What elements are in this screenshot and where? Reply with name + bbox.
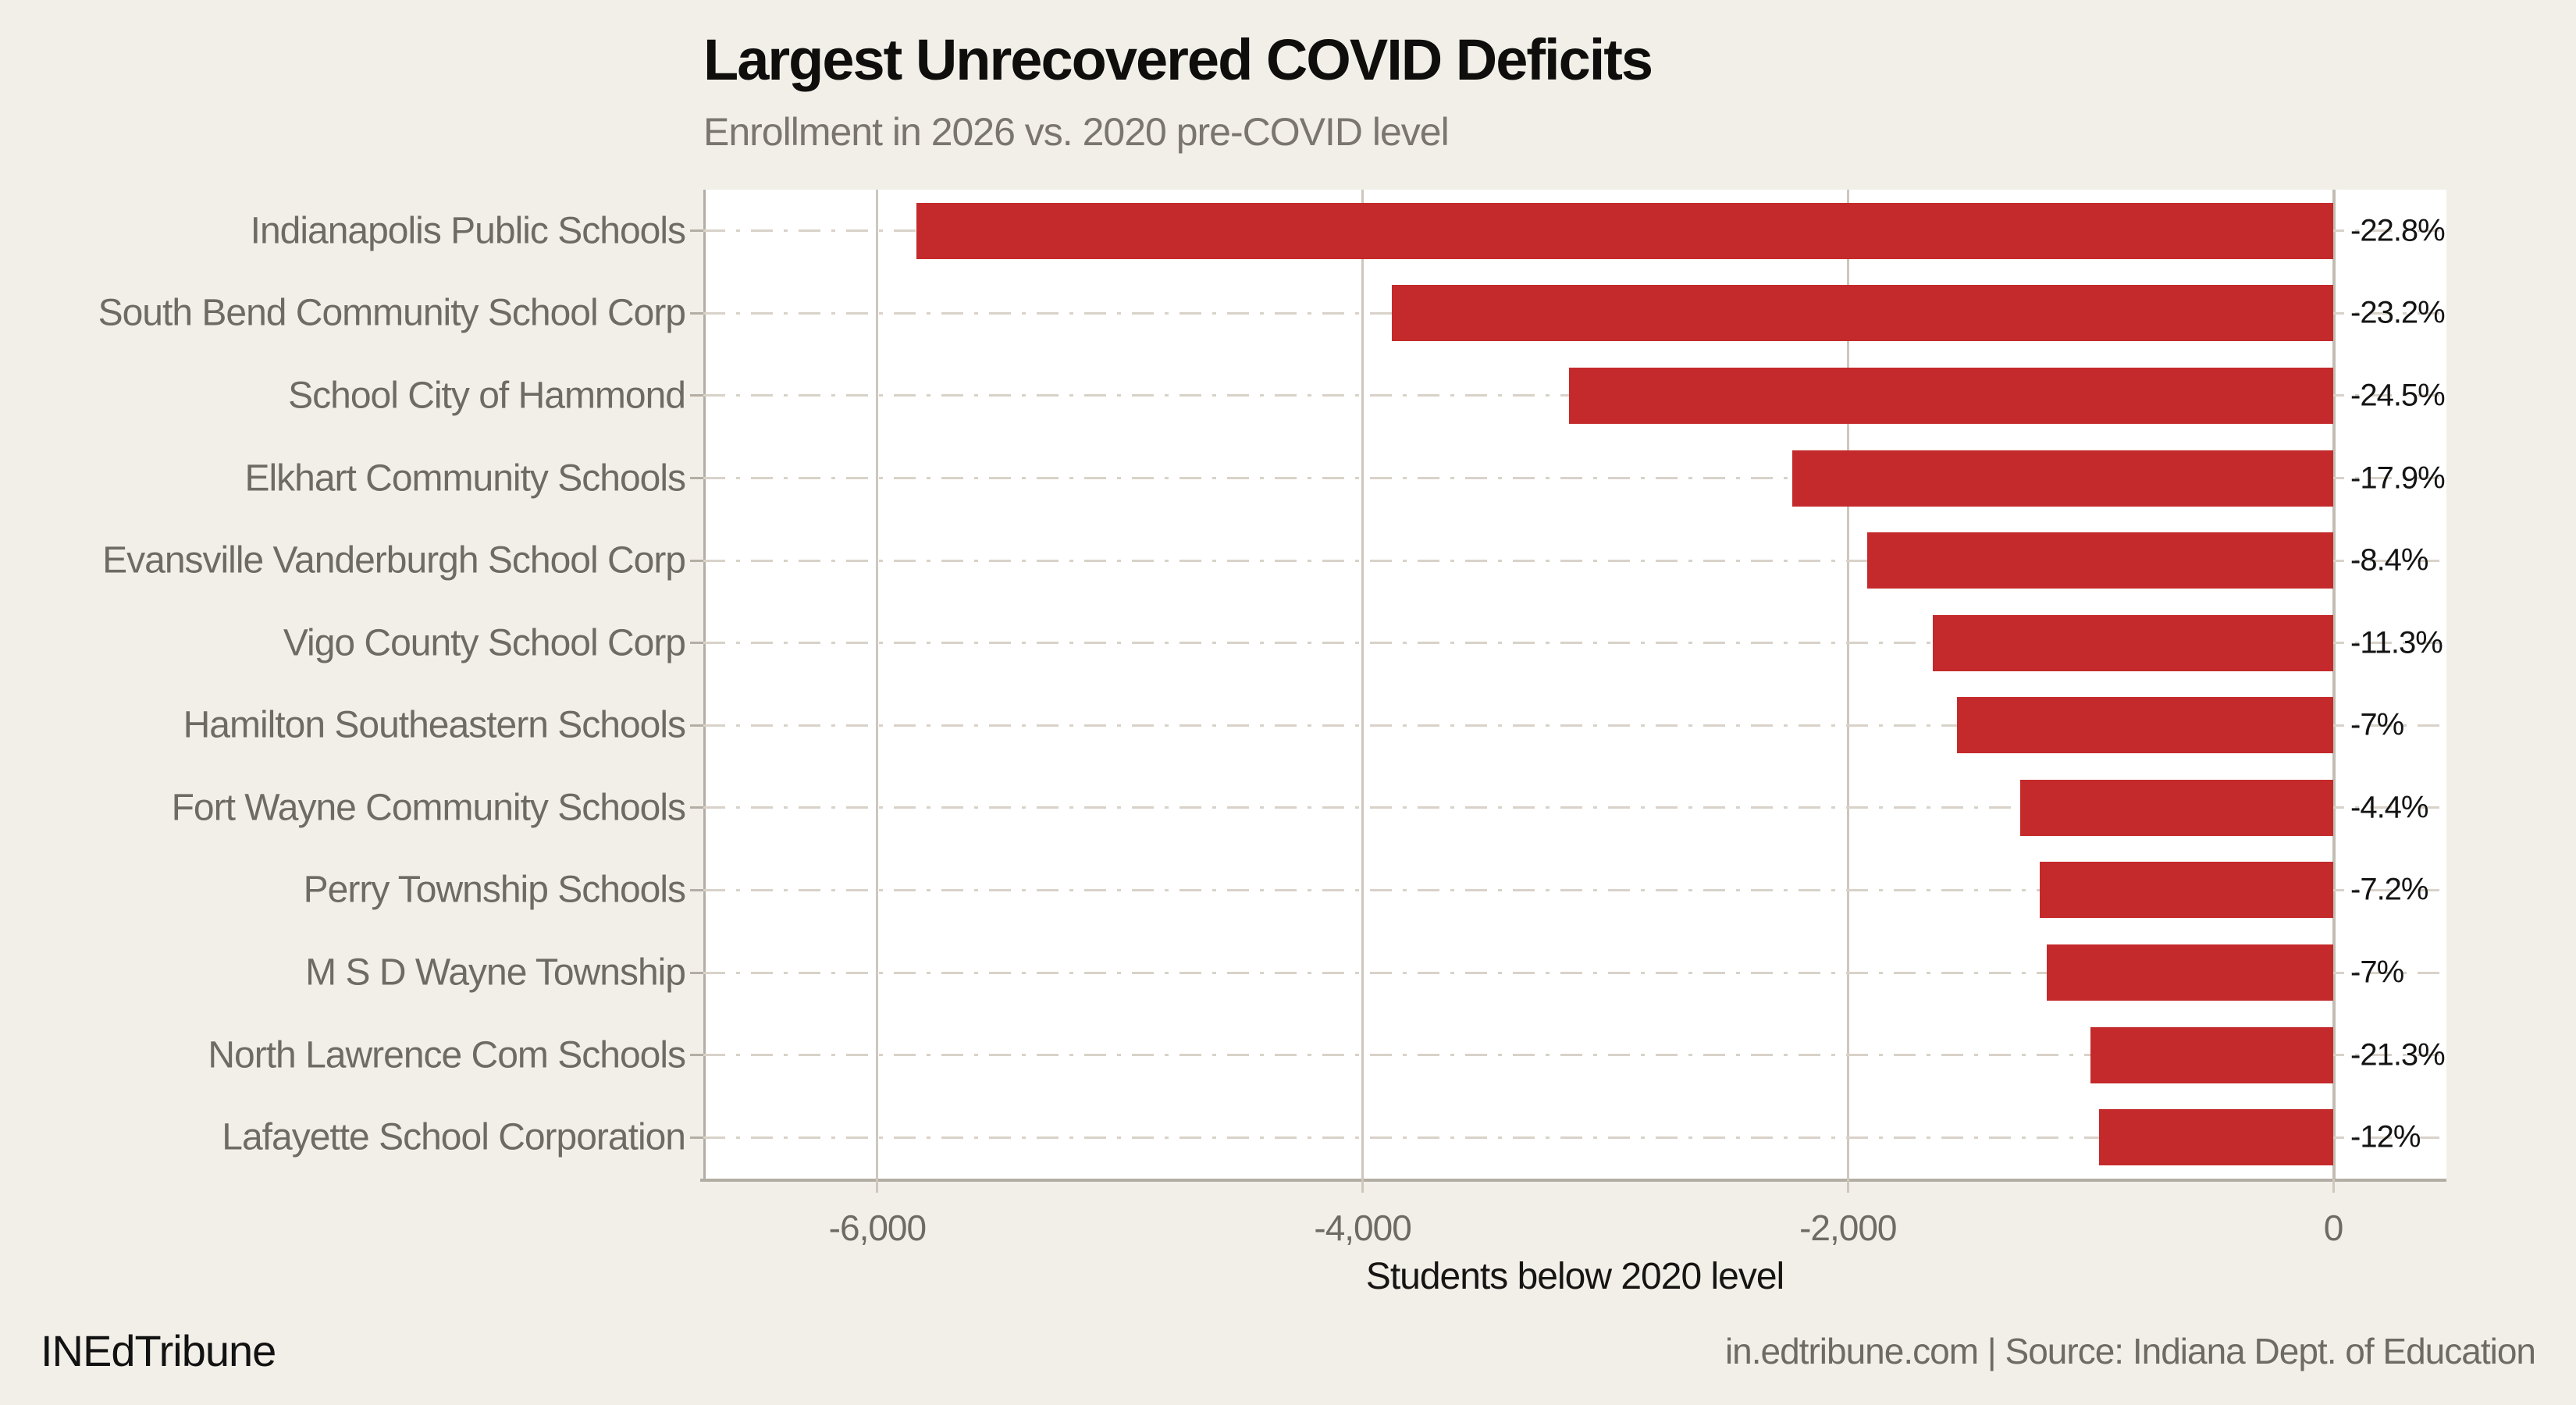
bar <box>1867 532 2333 589</box>
category-gridline <box>703 724 2446 727</box>
category-label: Elkhart Community Schools <box>244 457 686 500</box>
category-label: Fort Wayne Community Schools <box>171 787 686 829</box>
category-label: South Bend Community School Corp <box>98 292 686 334</box>
category-gridline <box>703 971 2446 974</box>
category-label: Vigo County School Corp <box>283 622 686 664</box>
bar <box>2099 1109 2333 1166</box>
bar <box>1791 450 2333 507</box>
category-label: North Lawrence Com Schools <box>208 1034 686 1076</box>
category-gridline <box>703 642 2446 645</box>
category-gridline <box>703 806 2446 809</box>
x-tick-label: -6,000 <box>828 1208 927 1248</box>
x-gridline <box>1361 190 1364 1179</box>
y-tick-mark <box>690 724 703 727</box>
category-axis-labels: Indianapolis Public Schools South Bend Co… <box>0 190 686 1179</box>
y-tick-mark <box>690 1054 703 1057</box>
y-axis-spine <box>703 190 706 1179</box>
y-tick-mark <box>690 477 703 480</box>
zero-gridline <box>2332 190 2336 1179</box>
category-label: Lafayette School Corporation <box>222 1116 686 1158</box>
bar-value-label: -12% <box>2350 1119 2421 1154</box>
category-gridline <box>703 1054 2446 1057</box>
y-tick-mark <box>690 806 703 809</box>
x-gridline <box>1846 190 1849 1179</box>
bar-value-label: -7% <box>2350 707 2404 742</box>
publisher-logo-text: INEdTribune <box>41 1326 276 1375</box>
bar-value-label: -23.2% <box>2350 295 2446 330</box>
x-tick-mark <box>1361 1179 1364 1193</box>
category-gridline <box>703 477 2446 480</box>
bar-value-label: -7.2% <box>2350 872 2428 907</box>
bar <box>2090 1026 2333 1083</box>
bar <box>1391 285 2333 342</box>
y-tick-mark <box>690 229 703 233</box>
bar-value-label: -24.5% <box>2350 378 2446 413</box>
bar-value-label: -8.4% <box>2350 542 2428 578</box>
plot-area: -6,000 -4,000 -2,000 0 -22.8% -23.2% -24.5% -17… <box>690 190 2446 1248</box>
chart-subtitle: Enrollment in 2026 vs. 2020 pre-COVID le… <box>703 110 1450 154</box>
category-label: Hamilton Southeastern Schools <box>183 704 686 746</box>
y-tick-mark <box>690 971 703 974</box>
bar-value-label: -22.8% <box>2350 213 2446 248</box>
bar <box>1957 697 2333 754</box>
category-label: M S D Wayne Township <box>305 951 686 994</box>
y-tick-mark <box>690 888 703 891</box>
bar <box>916 202 2333 259</box>
x-tick-mark <box>2332 1179 2335 1193</box>
x-tick-label: -4,000 <box>1314 1208 1411 1248</box>
x-tick-label: -2,000 <box>1799 1208 1897 1248</box>
bar-value-label: -17.9% <box>2350 461 2446 496</box>
y-tick-mark <box>690 311 703 315</box>
category-gridline <box>703 888 2446 891</box>
source-attribution: in.edtribune.com | Source: Indiana Dept.… <box>1724 1331 2536 1371</box>
x-gridline <box>876 190 879 1179</box>
bar-value-label: -11.3% <box>2350 625 2443 660</box>
category-label: Perry Township Schools <box>303 869 686 911</box>
bar <box>2020 779 2333 836</box>
bar-value-label: -21.3% <box>2350 1037 2446 1072</box>
x-axis-title: Students below 2020 level <box>1365 1256 1784 1297</box>
x-tick-mark <box>1846 1179 1849 1193</box>
y-tick-mark <box>690 559 703 562</box>
chart-title: Largest Unrecovered COVID Deficits <box>703 27 1653 92</box>
category-label: Evansville Vanderburgh School Corp <box>102 539 686 582</box>
bar <box>2039 862 2333 919</box>
bar <box>1933 614 2333 671</box>
category-gridline <box>703 1136 2446 1139</box>
category-gridline <box>703 559 2446 562</box>
x-axis-spine <box>700 1179 2446 1182</box>
y-tick-mark <box>690 642 703 645</box>
category-label: Indianapolis Public Schools <box>250 210 686 252</box>
category-label: School City of Hammond <box>288 375 686 417</box>
bar <box>2047 944 2333 1001</box>
bar-value-label: -4.4% <box>2350 790 2428 825</box>
x-tick-label: 0 <box>2323 1208 2344 1248</box>
y-tick-mark <box>690 394 703 397</box>
bar <box>1568 367 2333 424</box>
bar-value-label: -7% <box>2350 955 2404 990</box>
y-tick-mark <box>690 1136 703 1139</box>
x-tick-mark <box>876 1179 879 1193</box>
